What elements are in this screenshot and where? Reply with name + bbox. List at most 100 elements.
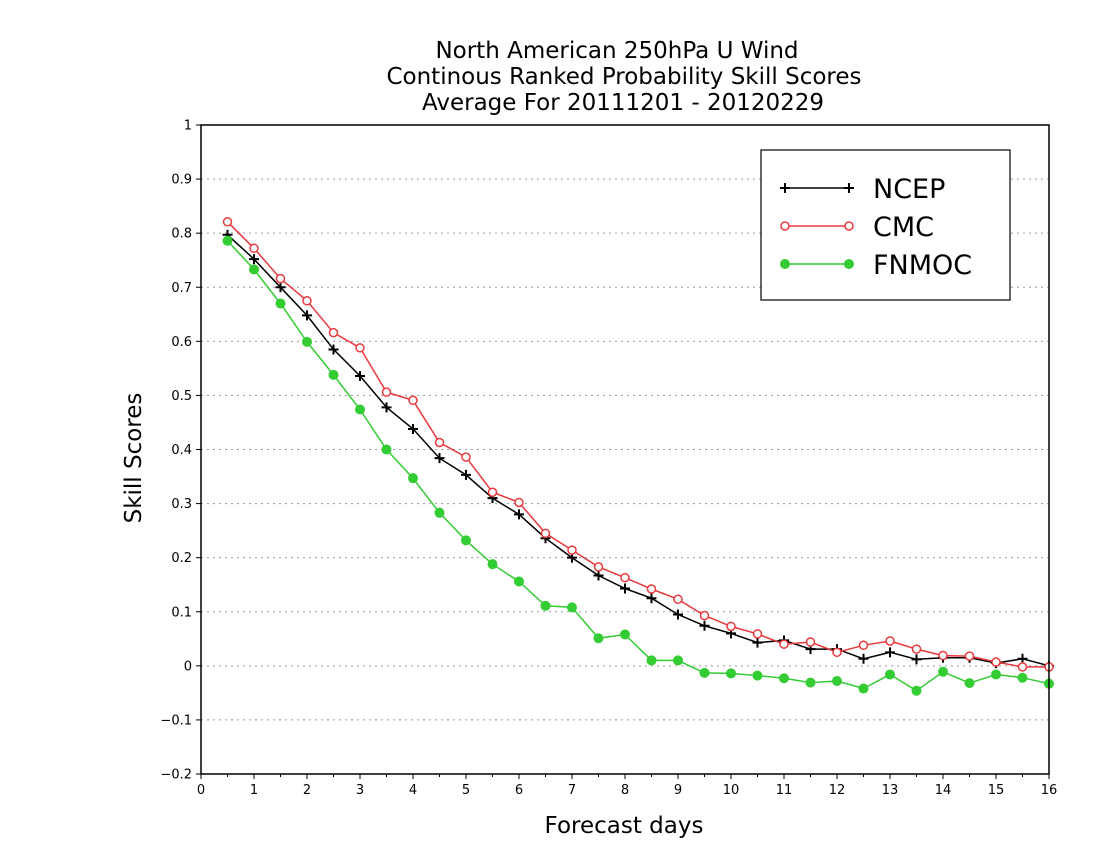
- data-point-fnmoc: [514, 576, 524, 587]
- legend-marker-end-ncep: [844, 183, 854, 193]
- series-line-ncep: [226, 234, 1050, 667]
- x-tick-label: 13: [882, 783, 899, 798]
- data-point-fnmoc: [249, 264, 259, 275]
- data-point-cmc: [752, 629, 763, 639]
- data-point-fnmoc: [911, 685, 922, 696]
- data-point-fnmoc: [779, 673, 789, 684]
- y-tick-label: 0.1: [171, 605, 192, 620]
- data-point-ncep: [646, 593, 657, 604]
- data-point-ncep: [328, 344, 339, 355]
- chart-title-line-3: Average For 20111201 - 20120229: [422, 90, 824, 116]
- legend-marker-start-fnmoc: [780, 259, 790, 269]
- data-point-cmc: [514, 497, 524, 508]
- data-point-cmc: [593, 562, 604, 572]
- data-point-fnmoc: [593, 633, 604, 644]
- data-point-fnmoc: [646, 655, 657, 666]
- legend-label-fnmoc: FNMOC: [873, 250, 972, 281]
- data-point-ncep: [434, 453, 445, 464]
- legend-marker-start-cmc: [780, 221, 790, 231]
- plot-frame: [200, 124, 1050, 775]
- x-tick-label: 3: [356, 783, 364, 798]
- data-point-cmc: [540, 528, 551, 539]
- data-point-fnmoc: [434, 507, 445, 518]
- data-point-fnmoc: [938, 666, 948, 677]
- chart-title-line-1: North American 250hPa U Wind: [435, 38, 798, 64]
- data-point-ncep: [911, 654, 922, 665]
- legend-box: [760, 149, 1011, 301]
- data-point-ncep: [381, 402, 392, 413]
- x-tick-label: 2: [303, 783, 311, 798]
- y-tick-label: 0.9: [171, 173, 192, 188]
- data-point-cmc: [434, 437, 445, 448]
- data-point-ncep: [355, 370, 365, 381]
- data-point-fnmoc: [858, 683, 869, 694]
- data-point-ncep: [249, 254, 259, 265]
- data-point-cmc: [832, 647, 842, 658]
- y-tick-label: 0.8: [171, 227, 192, 242]
- data-point-cmc: [249, 243, 259, 254]
- data-point-fnmoc: [991, 669, 1001, 680]
- x-tick-label: 8: [621, 783, 629, 798]
- y-tick-label: 0.7: [171, 281, 192, 296]
- data-point-fnmoc: [620, 629, 630, 640]
- x-tick-label: 11: [776, 783, 793, 798]
- series-fnmoc: [222, 235, 1054, 696]
- data-point-cmc: [302, 296, 312, 306]
- legend-marker-end-cmc: [844, 221, 854, 231]
- data-point-cmc: [275, 273, 286, 284]
- data-point-cmc: [1017, 662, 1028, 672]
- data-point-cmc: [726, 621, 736, 632]
- x-tick-label: 9: [674, 783, 682, 798]
- data-point-cmc: [673, 594, 683, 605]
- data-point-cmc: [620, 572, 630, 583]
- legend-marker-start-ncep: [780, 183, 790, 193]
- axis-ticks: −0.2−0.100.10.20.30.40.50.60.70.80.910 1 2…: [160, 119, 1057, 799]
- data-point-ncep: [858, 653, 869, 664]
- x-tick-label: 0: [197, 783, 205, 798]
- y-tick-label: 0.3: [171, 497, 192, 512]
- data-point-cmc: [885, 636, 895, 646]
- x-tick-label: 14: [935, 783, 952, 798]
- data-point-ncep: [302, 310, 312, 321]
- data-point-fnmoc: [885, 669, 895, 680]
- data-point-cmc: [964, 651, 975, 661]
- y-tick-label: 0.6: [171, 335, 192, 350]
- y-axis-label: Skill Scores: [121, 393, 147, 524]
- chart-title-line-2: Continous Ranked Probability Skill Score…: [386, 64, 861, 90]
- data-point-cmc: [461, 452, 471, 462]
- data-point-fnmoc: [726, 668, 736, 679]
- y-tick-label: 0: [184, 659, 192, 674]
- x-tick-label: 15: [988, 783, 1005, 798]
- data-point-cmc: [381, 387, 392, 397]
- series-cmc: [222, 217, 1054, 672]
- data-point-cmc: [567, 545, 577, 555]
- data-point-fnmoc: [752, 670, 763, 681]
- data-point-ncep: [593, 570, 604, 581]
- data-point-fnmoc: [805, 677, 816, 688]
- data-point-fnmoc: [487, 559, 498, 570]
- legend-label-cmc: CMC: [873, 212, 934, 243]
- y-tick-label: 0.2: [171, 551, 192, 566]
- data-point-fnmoc: [567, 602, 577, 613]
- data-point-cmc: [991, 657, 1001, 667]
- legend-marker-end-fnmoc: [844, 259, 854, 269]
- data-point-ncep: [461, 469, 471, 480]
- data-point-fnmoc: [964, 678, 975, 689]
- x-tick-label: 10: [723, 783, 740, 798]
- data-point-ncep: [673, 609, 683, 620]
- data-point-cmc: [328, 327, 339, 338]
- data-point-fnmoc: [302, 336, 312, 347]
- data-point-fnmoc: [673, 655, 683, 666]
- x-tick-label: 4: [409, 783, 417, 798]
- data-point-ncep: [885, 647, 895, 658]
- data-point-cmc: [938, 650, 948, 661]
- legend-label-ncep: NCEP: [873, 174, 945, 205]
- data-point-cmc: [858, 640, 869, 651]
- y-tick-label: 0.5: [171, 389, 192, 404]
- data-point-fnmoc: [222, 235, 233, 246]
- data-point-ncep: [1017, 653, 1028, 664]
- y-tick-label: 1: [184, 119, 192, 134]
- data-point-ncep: [275, 282, 286, 293]
- x-tick-label: 6: [515, 783, 523, 798]
- data-point-fnmoc: [699, 667, 710, 678]
